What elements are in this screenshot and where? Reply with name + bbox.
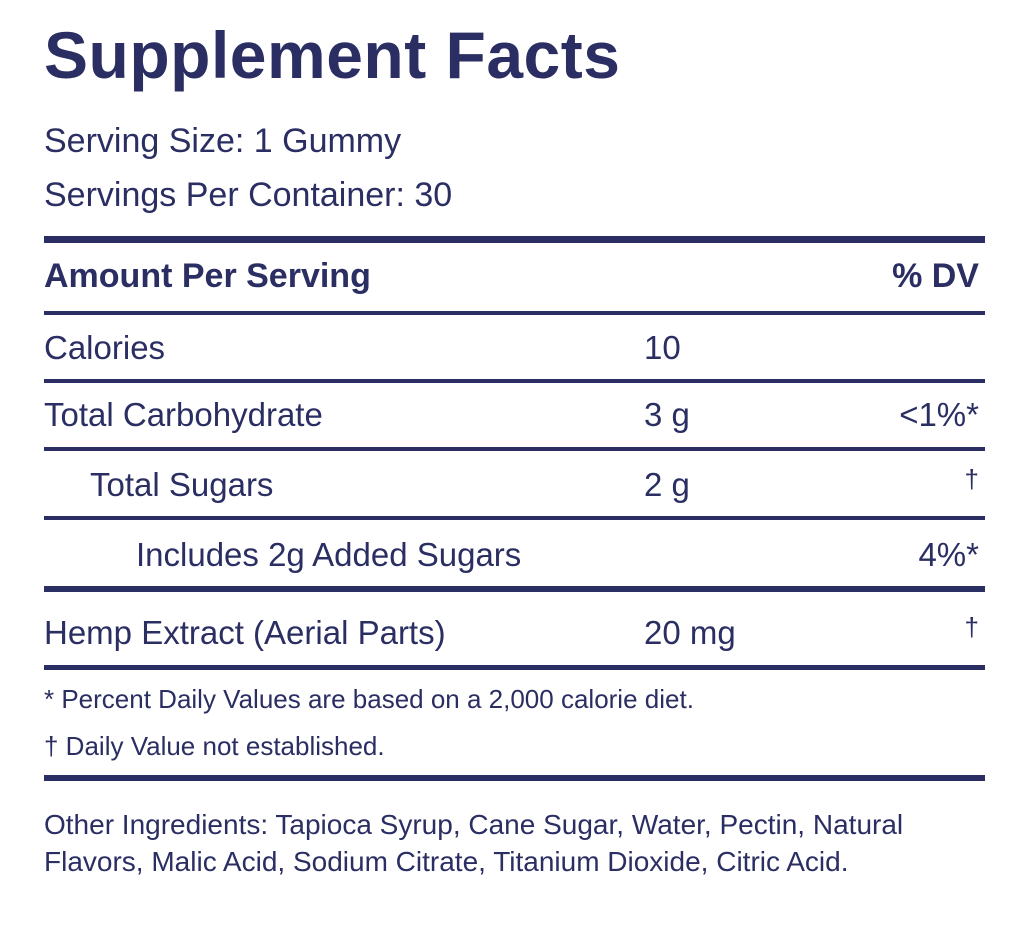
row-carbohydrate-dv: <1%*	[899, 396, 979, 433]
row-added-sugars-dv: 4%*	[918, 536, 979, 573]
dv-header: % DV	[892, 257, 979, 295]
other-ingredients: Other Ingredients: Tapioca Syrup, Cane S…	[44, 809, 904, 877]
row-added-sugars-name: Includes 2g Added Sugars	[136, 536, 522, 573]
row-hemp-extract-dv: †	[964, 612, 979, 642]
panel-title: Supplement Facts	[44, 18, 621, 92]
amount-per-serving-header: Amount Per Serving	[44, 257, 371, 295]
supplement-facts-panel: Supplement Facts Serving Size: 1 Gummy S…	[44, 0, 985, 929]
row-sugars-amount: 2 g	[644, 466, 690, 503]
row-carbohydrate-name: Total Carbohydrate	[44, 396, 323, 433]
row-carbohydrate-amount: 3 g	[644, 396, 690, 433]
row-calories-name: Calories	[44, 329, 166, 366]
row-sugars-dv: †	[964, 464, 979, 494]
row-divider	[44, 311, 985, 315]
thick-divider	[44, 586, 985, 592]
servings-per-container: Servings Per Container: 30	[44, 176, 453, 214]
row-divider	[44, 379, 985, 383]
footnote-percent-dv: * Percent Daily Values are based on a 2,…	[44, 684, 694, 714]
row-divider	[44, 665, 985, 670]
row-hemp-extract-name: Hemp Extract (Aerial Parts)	[44, 614, 446, 651]
row-sugars-name: Total Sugars	[90, 466, 274, 503]
row-divider	[44, 447, 985, 451]
serving-size: Serving Size: 1 Gummy	[44, 122, 402, 160]
thick-divider	[44, 775, 985, 781]
row-divider	[44, 516, 985, 520]
footnote-dv-not-established: † Daily Value not established.	[44, 731, 385, 761]
row-hemp-extract-amount: 20 mg	[644, 614, 736, 651]
row-calories-amount: 10	[644, 329, 681, 366]
thick-divider	[44, 236, 985, 243]
